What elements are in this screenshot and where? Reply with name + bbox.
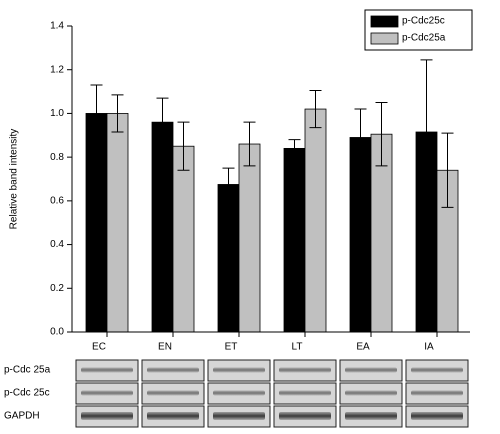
x-tick-label: EN <box>158 342 172 353</box>
x-tick-label: EC <box>92 342 106 353</box>
blot-band <box>411 390 463 396</box>
blot-band <box>345 390 397 396</box>
blot-band <box>411 367 463 373</box>
blot-band <box>279 390 331 396</box>
y-axis-label: Relative band intensity <box>9 129 20 230</box>
blot-band <box>81 367 133 373</box>
blot-band <box>411 412 463 420</box>
x-tick-label: EA <box>356 342 370 353</box>
bar <box>304 108 327 333</box>
y-tick-label: 0.2 <box>50 283 64 294</box>
legend-swatch <box>370 15 399 28</box>
blot-band <box>147 412 199 420</box>
blot-band <box>213 412 265 420</box>
blot-band <box>213 367 265 373</box>
blot-label: p-Cdc 25a <box>4 365 51 376</box>
blot-band <box>279 412 331 420</box>
bar <box>85 113 108 333</box>
error-bar <box>354 108 367 167</box>
error-bar <box>156 97 169 147</box>
x-tick-label: IA <box>424 342 434 353</box>
error-bar <box>111 94 124 133</box>
error-bar <box>243 121 256 167</box>
y-tick-label: 1.0 <box>50 108 64 119</box>
blot-band <box>213 390 265 396</box>
bar <box>238 143 261 333</box>
y-tick-label: 0.6 <box>50 195 64 206</box>
error-bar <box>309 89 322 129</box>
blot-label: p-Cdc 25c <box>4 388 50 399</box>
bar <box>106 113 129 333</box>
x-tick-label: ET <box>225 342 238 353</box>
error-bar <box>90 84 103 143</box>
y-tick-label: 1.4 <box>50 21 64 32</box>
bar <box>217 184 240 333</box>
bar <box>151 121 174 333</box>
y-tick-label: 0.0 <box>50 327 64 338</box>
blot-band <box>345 412 397 420</box>
blot-band <box>279 367 331 373</box>
blot-band <box>147 367 199 373</box>
bar <box>349 137 372 333</box>
legend-label: p-Cdc25a <box>402 33 446 44</box>
error-bar <box>288 139 301 158</box>
error-bar <box>375 102 388 167</box>
blot-band <box>81 412 133 420</box>
error-bar <box>222 167 235 202</box>
y-tick-label: 1.2 <box>50 64 64 75</box>
blot-band <box>345 367 397 373</box>
x-tick-label: LT <box>292 342 303 353</box>
blot-label: GAPDH <box>4 411 40 422</box>
bar <box>172 145 195 333</box>
error-bar <box>177 121 190 171</box>
blot-band <box>147 390 199 396</box>
blot-band <box>81 390 133 396</box>
error-bar <box>420 59 433 205</box>
legend-swatch <box>370 32 399 45</box>
legend-label: p-Cdc25c <box>402 16 445 27</box>
y-tick-label: 0.4 <box>50 239 64 250</box>
y-tick-label: 0.8 <box>50 152 64 163</box>
error-bar <box>441 132 454 208</box>
bar <box>283 147 306 333</box>
